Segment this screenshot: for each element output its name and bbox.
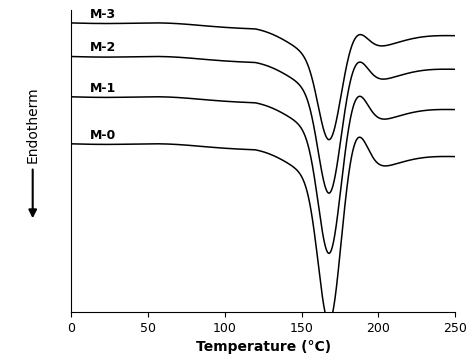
- Text: M-1: M-1: [90, 82, 116, 95]
- Text: M-2: M-2: [90, 42, 116, 55]
- Text: M-0: M-0: [90, 129, 116, 142]
- Text: M-3: M-3: [90, 8, 116, 21]
- X-axis label: Temperature (°C): Temperature (°C): [196, 340, 331, 354]
- Text: Endotherm: Endotherm: [26, 86, 40, 163]
